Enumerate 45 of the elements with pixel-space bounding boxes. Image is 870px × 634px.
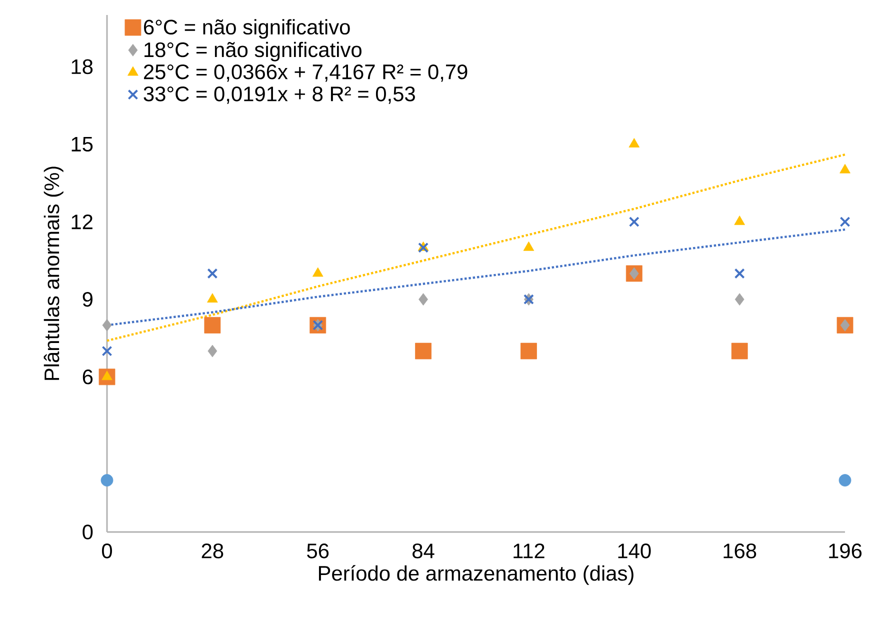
legend-label: 25°C = 0,0366x + 7,4167 R² = 0,79 — [144, 64, 468, 82]
legend-label: 6°C = não significativo — [144, 19, 350, 39]
legend-label: 18°C = não significativo — [144, 42, 362, 62]
point — [838, 474, 852, 486]
y-tick-label: 18 — [72, 59, 93, 74]
point — [628, 138, 640, 148]
point — [734, 216, 745, 225]
x-tick-label: 112 — [514, 544, 544, 558]
point — [418, 293, 428, 306]
point — [102, 319, 112, 332]
point — [840, 319, 850, 332]
point — [523, 241, 534, 251]
point — [207, 293, 218, 303]
point — [629, 267, 639, 280]
x-tick-label: 56 — [307, 544, 329, 558]
point — [204, 317, 221, 334]
y-tick-label: 0 — [82, 524, 93, 540]
x-tick-label: 168 — [724, 544, 756, 558]
x-tick-label: 28 — [202, 544, 224, 558]
x-tick-label: 196 — [829, 544, 862, 558]
point — [207, 268, 218, 279]
point — [312, 267, 324, 277]
point — [102, 346, 112, 356]
y-tick-label: 15 — [72, 136, 93, 152]
point — [628, 216, 640, 228]
point — [731, 342, 748, 360]
point — [840, 164, 850, 174]
y-tick-label: 6 — [82, 369, 93, 384]
point — [208, 344, 218, 358]
point — [840, 216, 850, 228]
point — [102, 370, 112, 380]
point — [734, 293, 744, 306]
y-tick-label: 9 — [82, 292, 92, 307]
x-axis-title: Período de armazenamento (dias) — [318, 565, 634, 585]
x-tick-label: 84 — [412, 544, 434, 558]
y-axis-title: Plântulas anormais (%) — [44, 166, 64, 380]
point — [520, 342, 537, 360]
line-series — [106, 153, 846, 342]
point — [734, 268, 745, 279]
y-tick-label: 12 — [72, 214, 92, 230]
x-tick-label: 140 — [618, 544, 651, 558]
point — [415, 342, 432, 360]
legend-label: 33°C = 0,0191x + 8 R² = 0,53 — [144, 86, 415, 104]
point — [100, 474, 114, 486]
x-tick-label: 0 — [102, 544, 112, 558]
